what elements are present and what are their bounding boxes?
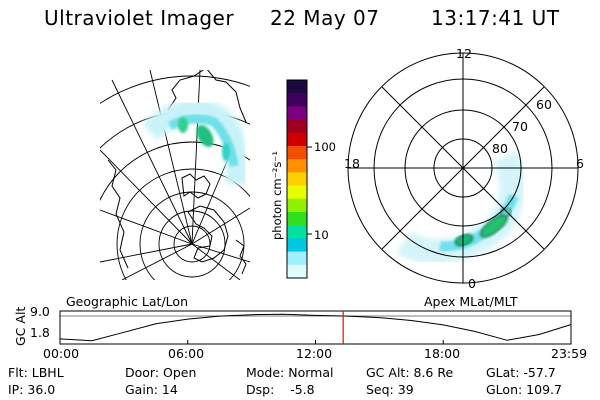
geo-coord-label: Geographic Lat/Lon: [66, 294, 188, 309]
glat-readout: GLat: -57.7: [486, 365, 556, 380]
colorbar-band: [287, 251, 307, 266]
y-tick-9: 9.0: [30, 304, 50, 319]
mlt-label-0: 0: [468, 276, 476, 291]
glon-readout: GLon: 109.7: [486, 382, 562, 397]
mlt-label-6: 6: [576, 156, 584, 171]
colorbar-tick-100: 100: [314, 140, 336, 154]
colorbar: [286, 79, 312, 279]
mlt-label-18: 18: [344, 156, 360, 171]
date-label: 22 May 07: [270, 6, 380, 30]
x-tick-2359: 23:59: [551, 346, 588, 361]
mode-readout: Mode: Normal: [246, 365, 334, 380]
colorbar-tick-10: 10: [314, 228, 329, 242]
colorbar-band: [287, 106, 307, 121]
colorbar-band: [287, 238, 307, 253]
colorbar-band: [287, 119, 307, 134]
filter-readout: Flt: LBHL: [8, 365, 64, 380]
x-tick-0600: 06:00: [168, 346, 205, 361]
colorbar-band: [287, 264, 307, 279]
colorbar-band: [287, 212, 307, 226]
altitude-timeline: [59, 310, 572, 345]
lat-label-70: 70: [512, 119, 528, 134]
lat-label-80: 80: [492, 141, 508, 156]
colorbar-band: [287, 80, 307, 94]
instrument-title: Ultraviolet Imager: [44, 6, 235, 30]
x-tick-1800: 18:00: [424, 346, 461, 361]
colorbar-band: [287, 185, 307, 200]
colorbar-unit-label: photon cm⁻²s⁻¹: [270, 151, 284, 240]
time-label: 13:17:41 UT: [431, 6, 560, 30]
x-tick-1200: 12:00: [296, 346, 333, 361]
x-tick-0000: 00:00: [43, 346, 80, 361]
colorbar-band: [287, 172, 307, 187]
geo-aurora-oval: [142, 98, 248, 185]
seq-readout: Seq: 39: [366, 382, 414, 397]
colorbar-band: [287, 132, 307, 147]
colorbar-band: [287, 225, 307, 239]
colorbar-band: [287, 198, 307, 213]
dsp-readout: Dsp: -5.8: [246, 382, 315, 397]
polar-aurora-oval: [396, 151, 526, 266]
y-tick-1_8: 1.8: [30, 325, 50, 340]
lat-label-60: 60: [536, 97, 552, 112]
ip-readout: IP: 36.0: [8, 382, 56, 397]
polar-plot: [347, 52, 579, 284]
gc-alt-axis-label: GC Alt: [13, 306, 28, 346]
mlt-label-12: 12: [456, 46, 472, 61]
apex-coord-label: Apex MLat/MLT: [424, 294, 518, 309]
colorbar-band: [287, 159, 307, 173]
altitude-curve: [59, 313, 571, 342]
gain-readout: Gain: 14: [125, 382, 178, 397]
colorbar-band: [287, 146, 307, 160]
gc-alt-readout: GC Alt: 8.6 Re: [366, 365, 454, 380]
colorbar-band: [287, 93, 307, 107]
door-readout: Door: Open: [125, 365, 197, 380]
